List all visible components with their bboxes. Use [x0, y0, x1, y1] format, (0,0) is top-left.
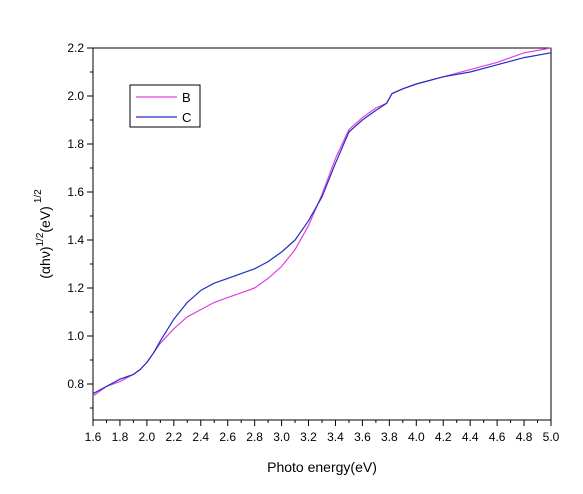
x-tick-label: 2.0	[139, 430, 156, 444]
series-line-c	[92, 52, 552, 395]
y-axis-title-exp2: 1/2	[33, 189, 44, 203]
x-tick-label: 3.6	[354, 430, 371, 444]
legend-label-c: C	[182, 110, 191, 125]
y-axis-title: (αhν)1/2(eV)1/2	[33, 189, 53, 279]
series-layer	[92, 47, 552, 397]
x-tick-label: 1.8	[112, 430, 129, 444]
y-tick-label: 1.6	[67, 185, 84, 199]
x-tick-label: 4.0	[408, 430, 425, 444]
x-tick-label: 3.4	[327, 430, 344, 444]
y-tick-label: 2.0	[67, 89, 84, 103]
y-axis-title-exp1: 1/2	[35, 232, 46, 246]
y-axis-title-open: (	[37, 274, 53, 279]
x-tick-label: 4.4	[462, 430, 479, 444]
x-tick-label: 2.6	[219, 430, 236, 444]
y-axis: 0.8 1.0 1.2 1.4 1.6 1.8 2.0 2.2	[67, 41, 93, 409]
x-tick-label: 4.8	[516, 430, 533, 444]
x-tick-label: 1.6	[85, 430, 102, 444]
x-axis-title: Photo energy(eV)	[267, 459, 377, 475]
y-tick-label: 1.0	[67, 329, 84, 343]
x-tick-label: 2.8	[246, 430, 263, 444]
legend-box	[129, 84, 201, 128]
y-tick-label: 2.2	[67, 41, 84, 55]
x-tick-label: 5.0	[543, 430, 560, 444]
legend-label-b: B	[182, 90, 191, 105]
x-tick-label: 2.2	[165, 430, 182, 444]
x-tick-label: 3.8	[381, 430, 398, 444]
y-tick-label: 1.2	[67, 281, 84, 295]
x-tick-label: 4.2	[435, 430, 452, 444]
y-tick-label: 1.4	[67, 233, 84, 247]
y-axis-title-symbol: αhν)	[37, 247, 53, 275]
x-tick-label: 3.2	[300, 430, 317, 444]
y-tick-label: 0.8	[67, 377, 84, 391]
x-tick-label: 2.4	[192, 430, 209, 444]
x-tick-label: 4.6	[489, 430, 506, 444]
y-tick-label: 1.8	[67, 137, 84, 151]
x-tick-label: 3.0	[273, 430, 290, 444]
x-axis: 1.6 1.8 2.0 2.2 2.4 2.6 2.8 3.0 3.2 3.4 3.6 3.8 4.0 4…	[85, 420, 560, 444]
y-axis-title-unit: (eV)	[37, 206, 53, 232]
